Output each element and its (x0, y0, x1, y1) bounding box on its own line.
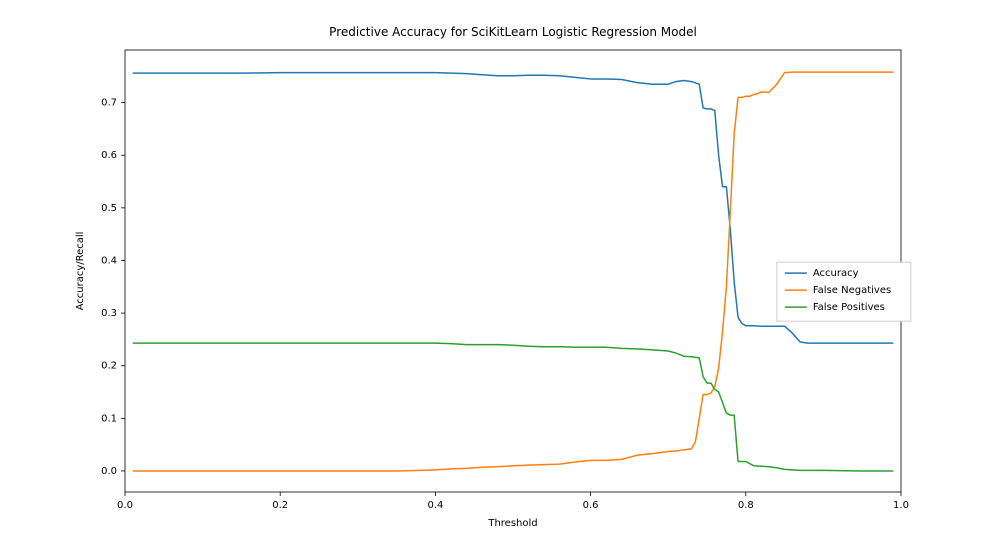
y-tick-label: 0.5 (101, 203, 117, 214)
legend: Accuracy False Negatives False Positives (777, 262, 911, 321)
y-tick-label: 0.6 (101, 150, 117, 161)
y-tick-label: 0.0 (101, 466, 117, 477)
x-tick-label: 1.0 (893, 500, 909, 511)
x-tick-label: 0.0 (117, 500, 133, 511)
y-tick-label: 0.3 (101, 308, 117, 319)
y-axis-label: Accuracy/Recall (75, 232, 86, 311)
y-tick-label: 0.1 (101, 413, 117, 424)
x-tick-label: 0.8 (738, 500, 754, 511)
y-tick-label: 0.2 (101, 361, 117, 372)
x-tick-label: 0.4 (427, 500, 443, 511)
chart-container: 0.0 0.2 0.4 0.6 0.8 1.0 0.0 0.1 0.2 0.3 0.4 0.5 0.6 0… (0, 0, 1001, 547)
x-axis-label: Threshold (487, 518, 537, 529)
chart-title: Predictive Accuracy for SciKitLearn Logi… (329, 25, 697, 39)
legend-label: False Positives (813, 302, 885, 313)
x-tick-label: 0.6 (583, 500, 599, 511)
y-tick-label: 0.4 (101, 255, 117, 266)
legend-label: False Negatives (813, 285, 891, 296)
legend-label: Accuracy (813, 268, 859, 279)
y-tick-label: 0.7 (101, 98, 117, 109)
line-chart: 0.0 0.2 0.4 0.6 0.8 1.0 0.0 0.1 0.2 0.3 0.4 0.5 0.6 0… (0, 0, 1001, 547)
x-tick-label: 0.2 (272, 500, 288, 511)
